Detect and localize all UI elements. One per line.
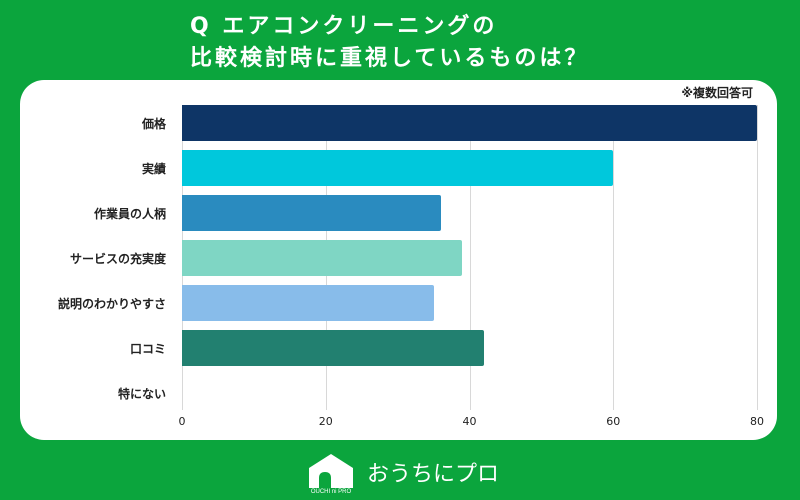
gridline [613, 105, 615, 410]
chart-title-line2: 比較検討時に重視しているものは？ [190, 46, 590, 71]
bar [182, 330, 484, 366]
svg-text:OUCHI ni PRO: OUCHI ni PRO [311, 489, 352, 494]
category-label: 実績 [141, 162, 166, 176]
x-tick-label: 0 [178, 415, 186, 428]
gridline [757, 105, 758, 410]
bar [182, 150, 614, 186]
category-label: 特にない [117, 387, 166, 401]
house-logo-icon: OUCHI ni PRO [309, 454, 353, 494]
chart-card: ※複数回答可 0 20 40 60 80 価格実績作業員の人柄サービスの充実度説明のわかり… [20, 80, 777, 440]
plot-area: 0 20 40 60 80 価格実績作業員の人柄サービスの充実度説明のわかりやすさ口コミ特… [58, 105, 764, 428]
category-label: 作業員の人柄 [93, 207, 166, 221]
x-tick-label: 20 [318, 415, 333, 428]
category-label: サービスの充実度 [69, 252, 166, 266]
brand-name: おうちにプロ [367, 462, 500, 487]
bar [182, 285, 434, 321]
bar [182, 195, 441, 231]
gridline [469, 105, 471, 410]
x-tick-label: 60 [606, 415, 621, 428]
category-label: 価格 [141, 117, 166, 131]
chart-title-line1: Q エアコンクリーニングの [190, 14, 498, 39]
multiple-answer-note: ※複数回答可 [681, 86, 753, 100]
bar [182, 240, 463, 276]
category-label: 説明のわかりやすさ [57, 297, 166, 311]
category-label: 口コミ [129, 342, 166, 356]
bar [182, 105, 757, 141]
x-tick-label: 40 [462, 415, 477, 428]
brand-logo: OUCHI ni PRO おうちにプロ [305, 450, 499, 494]
x-tick-label: 80 [750, 415, 764, 428]
